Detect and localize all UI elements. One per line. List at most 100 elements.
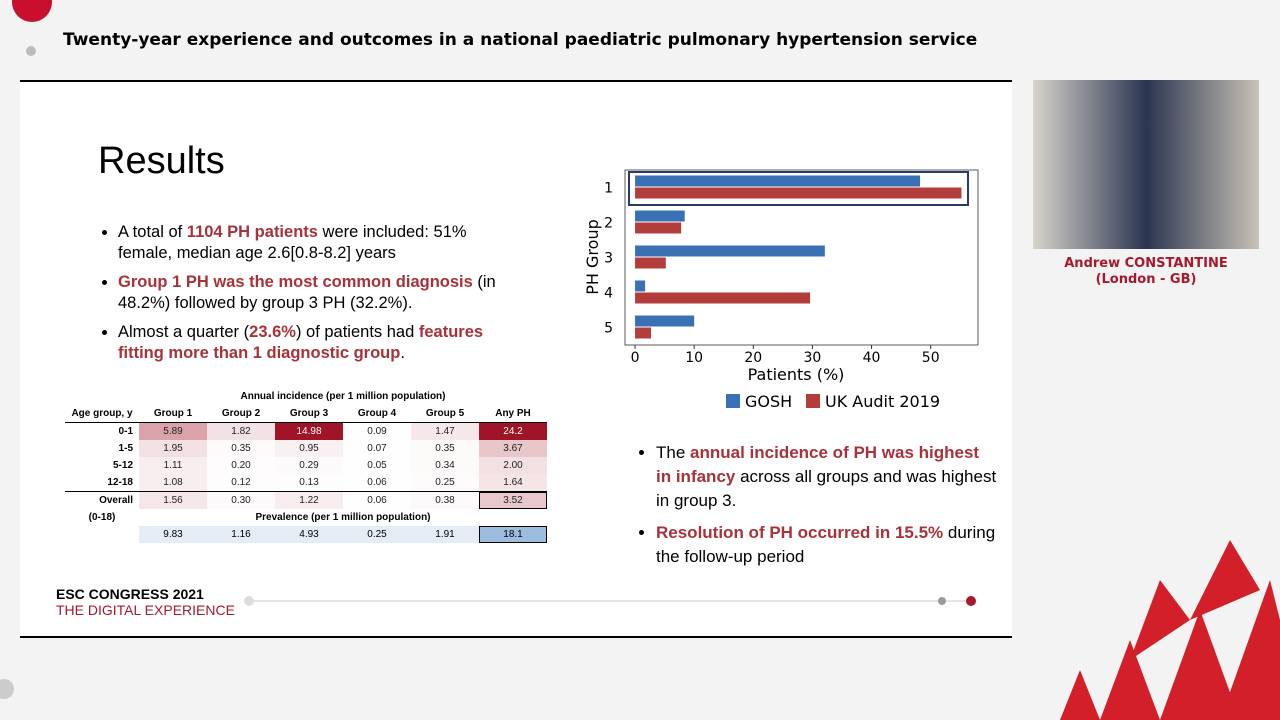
- heading: Results: [98, 140, 225, 182]
- table-row: Overall 1.56 0.30 1.22 0.06 0.38 3.52: [65, 491, 547, 509]
- dot: [938, 597, 946, 605]
- cell: [65, 526, 139, 543]
- speaker-name: Andrew CONSTANTINE: [1064, 256, 1228, 271]
- cell: 5.89: [139, 422, 207, 440]
- footer-line: ESC CONGRESS 2021: [56, 586, 204, 602]
- dot: [966, 596, 976, 606]
- column-header: Group 5: [425, 408, 465, 419]
- cell: 0.35: [207, 440, 275, 457]
- cell: 0.38: [411, 491, 479, 509]
- text: ) of patients had: [295, 323, 419, 341]
- y-tick-label: 4: [604, 286, 613, 302]
- incidence-table: Annual incidence (per 1 million populati…: [65, 388, 547, 543]
- speaker-affiliation: (London - GB): [1095, 272, 1197, 287]
- right-bullets: The annual incidence of PH was highest i…: [638, 441, 998, 577]
- logo-dot: [12, 0, 52, 22]
- table-row: Annual incidence (per 1 million populati…: [65, 388, 547, 405]
- bar: [635, 315, 695, 327]
- cell: 0.12: [207, 474, 275, 492]
- x-tick-label: 0: [631, 350, 640, 366]
- cell: 0.34: [411, 457, 479, 474]
- cell: 1.91: [411, 526, 479, 543]
- cell: 1-5: [118, 443, 133, 454]
- cell: 0.06: [343, 491, 411, 509]
- plot-area: [624, 169, 979, 346]
- cell: 0.95: [275, 440, 343, 457]
- bar: [635, 245, 825, 257]
- footer: ESC CONGRESS 2021 THE DIGITAL EXPERIENCE: [56, 586, 235, 618]
- table-caption: Annual incidence (per 1 million populati…: [240, 391, 446, 402]
- table-wrap: Annual incidence (per 1 million populati…: [65, 388, 547, 543]
- bar: [635, 327, 652, 339]
- cell: 0.07: [343, 440, 411, 457]
- bullet: The annual incidence of PH was highest i…: [656, 441, 998, 513]
- y-tick-label: 1: [604, 181, 613, 197]
- cell: 3.67: [479, 440, 547, 457]
- y-tick-label: 2: [604, 216, 613, 232]
- left-bullets: A total of 1104 PH patients were include…: [100, 222, 510, 372]
- x-tick-label: 10: [685, 350, 703, 366]
- emphasis: Group 1 PH was the most common diagnosis: [118, 273, 473, 291]
- table-row: (0-18) Prevalence (per 1 million populati…: [65, 509, 547, 526]
- table-row: 5-12 1.11 0.20 0.29 0.05 0.34 2.00: [65, 457, 547, 474]
- cell: 0.06: [343, 474, 411, 492]
- emphasis: Resolution of PH occurred in 15.5%: [656, 523, 944, 542]
- cell: 14.98: [275, 422, 343, 440]
- emphasis: 23.6%: [249, 323, 296, 341]
- dot: [26, 46, 36, 56]
- cell: 1.47: [411, 422, 479, 440]
- bullet: A total of 1104 PH patients were include…: [118, 222, 510, 264]
- cell: 1.08: [139, 474, 207, 492]
- column-header: Age group, y: [71, 408, 133, 419]
- cell: 1.64: [479, 474, 547, 492]
- text: Almost a quarter (: [118, 323, 250, 341]
- cell: 12-18: [107, 477, 133, 488]
- bar: [635, 175, 921, 187]
- table-row: 12-18 1.08 0.12 0.13 0.06 0.25 1.64: [65, 474, 547, 492]
- bullet: Almost a quarter (23.6%) of patients had…: [118, 322, 510, 364]
- cell: 4.93: [275, 526, 343, 543]
- text: A total of: [118, 223, 187, 241]
- highlight: [628, 171, 969, 206]
- cell: 0.29: [275, 457, 343, 474]
- footer-line: THE DIGITAL EXPERIENCE: [56, 602, 235, 618]
- y-axis-label: PH Group: [583, 219, 602, 294]
- cell: 1.56: [139, 491, 207, 509]
- text: across all groups and was highest in gro…: [656, 467, 997, 510]
- bar: [635, 257, 666, 269]
- column-header: Group 3: [289, 408, 329, 419]
- x-axis-label: Patients (%): [748, 365, 845, 384]
- cell: 0.25: [411, 474, 479, 492]
- bar: [635, 210, 685, 222]
- cell: 0.05: [343, 457, 411, 474]
- bullet-list: The annual incidence of PH was highest i…: [638, 441, 998, 569]
- column-header: Group 2: [221, 408, 261, 419]
- table-caption: Prevalence (per 1 million population): [255, 512, 431, 523]
- text: (in 48.2%) followed by group 3 PH (32.2%…: [118, 273, 496, 312]
- cell: 18.1: [479, 526, 547, 543]
- legend-swatch: [806, 394, 820, 408]
- table-row: 1-5 1.95 0.35 0.95 0.07 0.35 3.67: [65, 440, 547, 457]
- legend-label: GOSH: [745, 392, 792, 411]
- table-row: 0-1 5.89 1.82 14.98 0.09 1.47 24.2: [65, 422, 547, 440]
- decoration: [1060, 540, 1280, 720]
- x-tick-label: 50: [922, 350, 940, 366]
- cell: Overall: [99, 495, 133, 506]
- x-tick-label: 20: [744, 350, 762, 366]
- table-row: 9.83 1.16 4.93 0.25 1.91 18.1: [65, 526, 547, 543]
- cell: 1.16: [207, 526, 275, 543]
- cell: 9.83: [139, 526, 207, 543]
- bar: [635, 280, 646, 292]
- bar: [635, 222, 682, 234]
- cell: 0.30: [207, 491, 275, 509]
- cell: 0.09: [343, 422, 411, 440]
- cell: 1.82: [207, 422, 275, 440]
- cell: (0-18): [88, 512, 116, 523]
- cell: 0.35: [411, 440, 479, 457]
- emphasis: 1104 PH patients: [186, 223, 318, 241]
- cell: 5-12: [112, 460, 133, 471]
- text: .: [400, 344, 405, 362]
- emphasis: features fitting more than 1 diagnostic …: [118, 323, 484, 362]
